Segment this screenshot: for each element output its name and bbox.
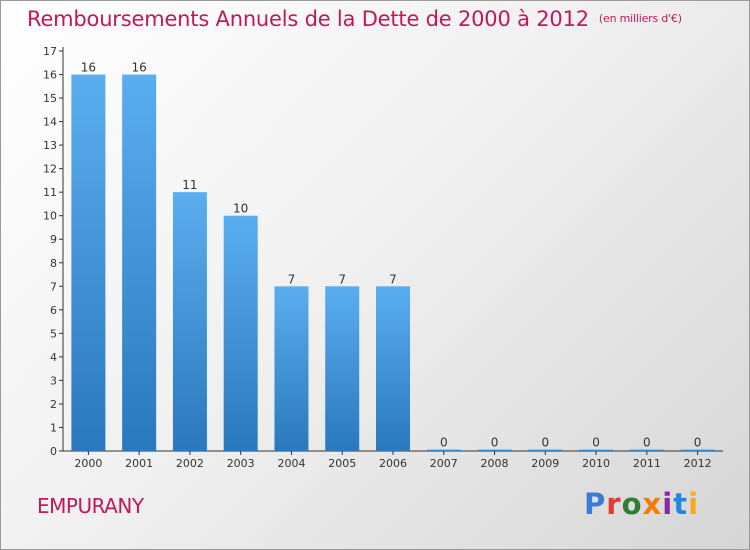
y-tick-label: 3: [50, 374, 57, 387]
data-label: 0: [643, 436, 651, 450]
logo-letter: r: [606, 487, 622, 521]
logo-letter: i: [688, 487, 700, 521]
y-tick-label: 6: [50, 304, 57, 317]
logo-letter: i: [662, 487, 674, 521]
x-tick-label: 2000: [74, 457, 102, 470]
bar: [680, 449, 715, 451]
data-label: 7: [338, 272, 346, 286]
logo-letter: P: [584, 487, 607, 521]
y-tick-label: 11: [43, 186, 57, 199]
y-tick-label: 0: [50, 445, 57, 458]
bar: [122, 74, 157, 451]
bar: [274, 286, 309, 451]
x-tick-label: 2005: [328, 457, 356, 470]
x-tick-label: 2010: [582, 457, 610, 470]
chart-unit-label: (en milliers d'€): [598, 12, 682, 25]
x-tick-label: 2012: [684, 457, 712, 470]
commune-name: EMPURANY: [37, 494, 144, 518]
data-label: 7: [389, 272, 397, 286]
data-label: 0: [592, 436, 600, 450]
y-tick-label: 10: [43, 210, 57, 223]
x-tick-label: 2008: [481, 457, 509, 470]
data-label: 16: [81, 61, 96, 75]
bar: [376, 286, 410, 451]
y-tick-label: 12: [43, 163, 57, 176]
data-label: 16: [132, 61, 147, 75]
proxiti-logo: Proxiti: [584, 487, 699, 521]
logo-letter: o: [621, 487, 643, 521]
bar: [325, 286, 360, 451]
chart-title-text: Remboursements Annuels de la Dette de 20…: [27, 7, 589, 31]
data-label: 7: [288, 272, 296, 286]
bar: [579, 449, 614, 451]
x-tick-label: 2002: [176, 457, 204, 470]
y-tick-label: 15: [43, 92, 57, 105]
y-tick-label: 13: [43, 139, 57, 152]
x-tick-label: 2011: [633, 457, 661, 470]
chart-title: Remboursements Annuels de la Dette de 20…: [27, 7, 682, 31]
bar: [528, 449, 563, 451]
x-tick-label: 2003: [227, 457, 255, 470]
bar: [223, 215, 258, 451]
x-tick-label: 2009: [531, 457, 559, 470]
x-tick-label: 2006: [379, 457, 407, 470]
y-tick-label: 7: [50, 280, 57, 293]
y-tick-label: 17: [43, 45, 57, 58]
x-tick-label: 2004: [277, 457, 305, 470]
y-tick-label: 1: [50, 421, 57, 434]
bar: [426, 449, 461, 451]
logo-letter: x: [642, 487, 663, 521]
y-tick-label: 2: [50, 398, 57, 411]
logo-letter: t: [673, 487, 689, 521]
data-label: 0: [694, 436, 702, 450]
data-label: 0: [491, 436, 499, 450]
bar: [629, 449, 664, 451]
y-tick-label: 16: [43, 69, 57, 82]
y-tick-label: 14: [43, 116, 57, 129]
bar: [477, 449, 512, 451]
x-tick-label: 2007: [430, 457, 458, 470]
data-label: 0: [541, 436, 549, 450]
y-tick-label: 9: [50, 233, 57, 246]
data-label: 11: [182, 178, 197, 192]
data-label: 10: [233, 202, 248, 216]
y-tick-label: 8: [50, 257, 57, 270]
y-tick-label: 5: [50, 327, 57, 340]
bar: [172, 192, 207, 452]
bar: [71, 74, 106, 451]
x-tick-label: 2001: [125, 457, 153, 470]
data-label: 0: [440, 436, 448, 450]
y-tick-label: 4: [50, 351, 57, 364]
